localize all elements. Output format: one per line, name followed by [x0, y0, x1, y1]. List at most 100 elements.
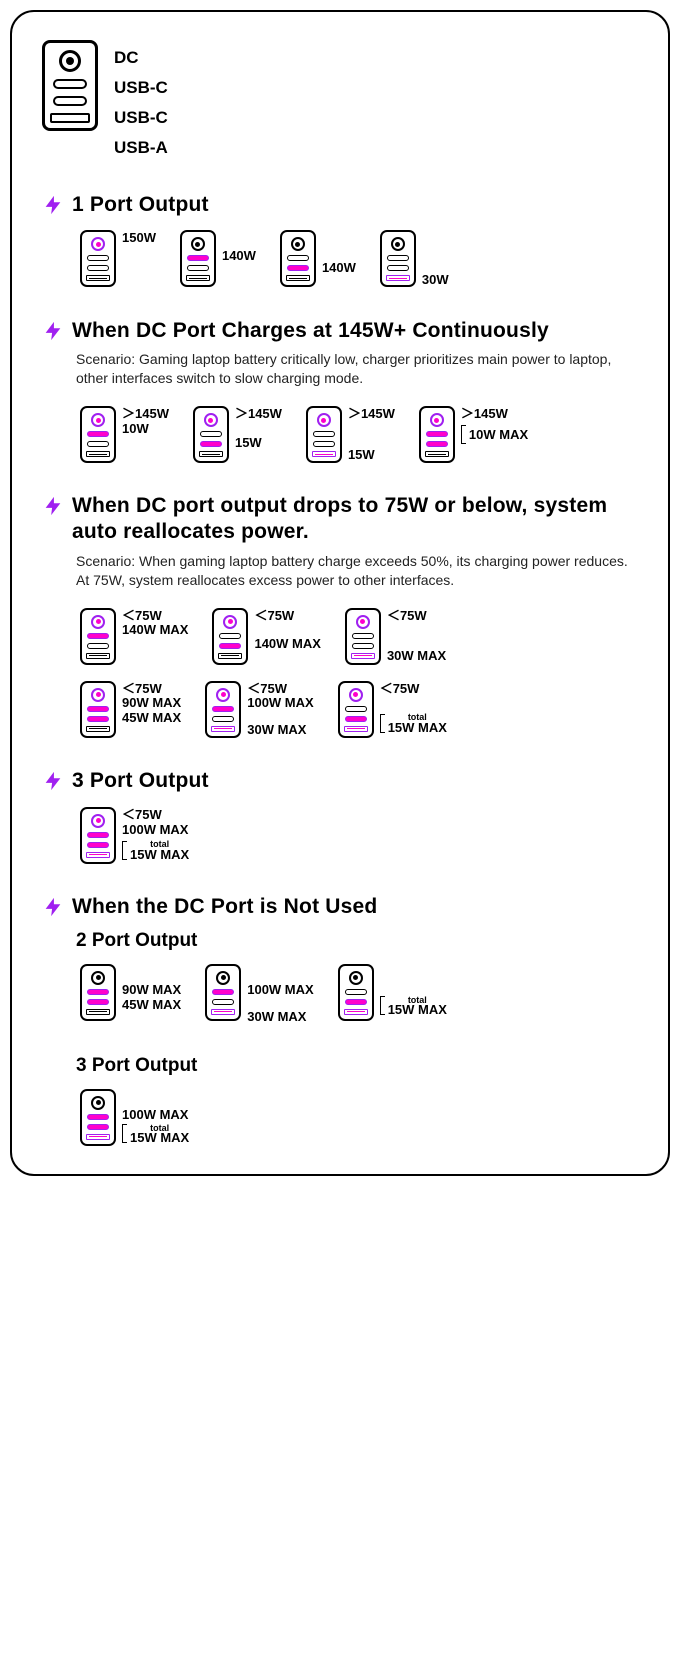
usb-c-port-icon	[187, 255, 209, 261]
usb-a-port-icon	[86, 451, 110, 457]
charger-icon	[80, 406, 116, 463]
usb-c-port-icon	[352, 633, 374, 639]
usb-a-port-icon	[199, 451, 223, 457]
usb-c-port-icon	[287, 265, 309, 271]
dc-port-icon	[59, 50, 81, 72]
usb-c-port-icon	[212, 716, 234, 722]
charger-icon	[338, 964, 374, 1021]
dc-port-icon	[223, 615, 237, 629]
power-value: 15W MAX	[130, 848, 189, 863]
charger-unit: ＜75W100W MAXtotal15W MAX	[80, 807, 189, 864]
power-value: 90W MAX	[122, 983, 181, 998]
usb-c-port-icon	[87, 643, 109, 649]
title-text: 1 Port Output	[72, 192, 209, 218]
charger-unit: 90W MAX45W MAX	[80, 964, 181, 1025]
dc-port-icon	[216, 688, 230, 702]
usb-c-port-icon	[219, 633, 241, 639]
usb-c-port-icon	[212, 989, 234, 995]
charger-unit: 100W MAXtotal15W MAX	[80, 1089, 189, 1146]
hero-port-labels: DC USB-C USB-C USB-A	[114, 40, 168, 158]
charger-unit: ＞145W10W MAX	[419, 406, 528, 463]
usb-c-port-icon	[87, 832, 109, 838]
power-value: 15W	[348, 448, 395, 463]
charger-icon	[80, 807, 116, 864]
usb-a-port-icon	[86, 852, 110, 858]
dc-port-icon	[216, 971, 230, 985]
power-value: 140W MAX	[122, 623, 188, 638]
usb-c-port-icon	[387, 255, 409, 261]
row-no-dc-2port: 90W MAX45W MAX 100W MAX30W MAX total15W MA…	[80, 964, 638, 1025]
usb-c-port-icon	[345, 716, 367, 722]
power-value: 140W	[222, 249, 256, 264]
dc-port-icon	[430, 413, 444, 427]
usb-a-port-icon	[86, 275, 110, 281]
usb-c-port-icon	[313, 431, 335, 437]
power-labels: 30W	[422, 230, 449, 288]
bolt-icon	[42, 320, 64, 342]
charger-unit: 140W	[280, 230, 356, 288]
usb-c-port-icon	[345, 706, 367, 712]
usb-a-port-icon	[186, 275, 210, 281]
dc-port-icon	[91, 1096, 105, 1110]
usb-c-port-icon	[200, 441, 222, 447]
power-labels: 100W MAX30W MAX	[247, 964, 313, 1025]
usb-c-port-icon	[87, 431, 109, 437]
title-text: When the DC Port is Not Used	[72, 894, 377, 920]
section-2-title: When DC Port Charges at 145W+ Continuous…	[42, 318, 638, 344]
power-value: 140W	[322, 261, 356, 276]
dc-port-icon	[317, 413, 331, 427]
usb-a-port-icon	[351, 653, 375, 659]
usb-a-port-icon	[386, 275, 410, 281]
usb-c-port-icon	[87, 441, 109, 447]
usb-a-port-icon	[286, 275, 310, 281]
port-label: DC	[114, 48, 168, 68]
usb-c-port-icon	[426, 441, 448, 447]
section-4-title: 3 Port Output	[42, 768, 638, 794]
bracket-label: 10W MAX	[461, 426, 528, 445]
power-value: ＜75W	[122, 609, 188, 624]
power-labels: ＜75W140W MAX	[122, 608, 188, 639]
power-labels: ＜75W140W MAX	[254, 608, 320, 653]
dc-port-icon	[91, 971, 105, 985]
usb-c-port-icon	[87, 706, 109, 712]
usb-c-port-icon	[87, 265, 109, 271]
usb-a-port-icon	[211, 1009, 235, 1015]
power-labels: ＜75W90W MAX45W MAX	[122, 681, 181, 727]
charger-icon	[193, 406, 229, 463]
power-value: 140W MAX	[254, 637, 320, 652]
usb-c-port-icon	[352, 643, 374, 649]
charger-unit: 150W	[80, 230, 156, 288]
power-value: 15W	[235, 436, 282, 451]
charger-icon	[380, 230, 416, 287]
scenario-text: Scenario: Gaming laptop battery critical…	[76, 350, 638, 388]
usb-c-port-icon	[345, 989, 367, 995]
power-value: ＜75W	[122, 808, 189, 823]
charger-unit: ＞145W10W	[80, 406, 169, 463]
usb-c-port-icon	[212, 706, 234, 712]
section-3-title: When DC port output drops to 75W or belo…	[42, 493, 638, 546]
usb-a-port-icon	[344, 1009, 368, 1015]
usb-c-port-icon	[87, 716, 109, 722]
usb-a-port-icon	[86, 1134, 110, 1140]
power-value: 45W MAX	[122, 998, 181, 1013]
charger-unit: total15W MAX	[338, 964, 447, 1025]
dc-port-icon	[91, 237, 105, 251]
power-value: 15W MAX	[388, 721, 447, 736]
usb-c-port-icon	[87, 255, 109, 261]
usb-c-port-icon	[87, 842, 109, 848]
bolt-icon	[42, 896, 64, 918]
power-value: 30W	[422, 273, 449, 288]
row-1-port: 150W 140W 140W 30W	[80, 230, 638, 288]
row-3-port: ＜75W100W MAXtotal15W MAX	[80, 807, 638, 864]
charger-unit: 140W	[180, 230, 256, 288]
row-no-dc-3port: 100W MAXtotal15W MAX	[80, 1089, 638, 1146]
spec-card: DC USB-C USB-C USB-A 1 Port Output 150W1…	[10, 10, 670, 1176]
power-labels: ＞145W15W	[235, 406, 282, 451]
subtitle-2-port: 2 Port Output	[76, 930, 638, 952]
power-value: ＜75W	[380, 682, 447, 697]
power-labels: ＜75W100W MAXtotal15W MAX	[122, 807, 189, 863]
dc-port-icon	[349, 688, 363, 702]
power-value: 15W MAX	[388, 1003, 447, 1018]
usb-c-port-icon	[87, 1124, 109, 1130]
usb-a-port-icon	[344, 726, 368, 732]
